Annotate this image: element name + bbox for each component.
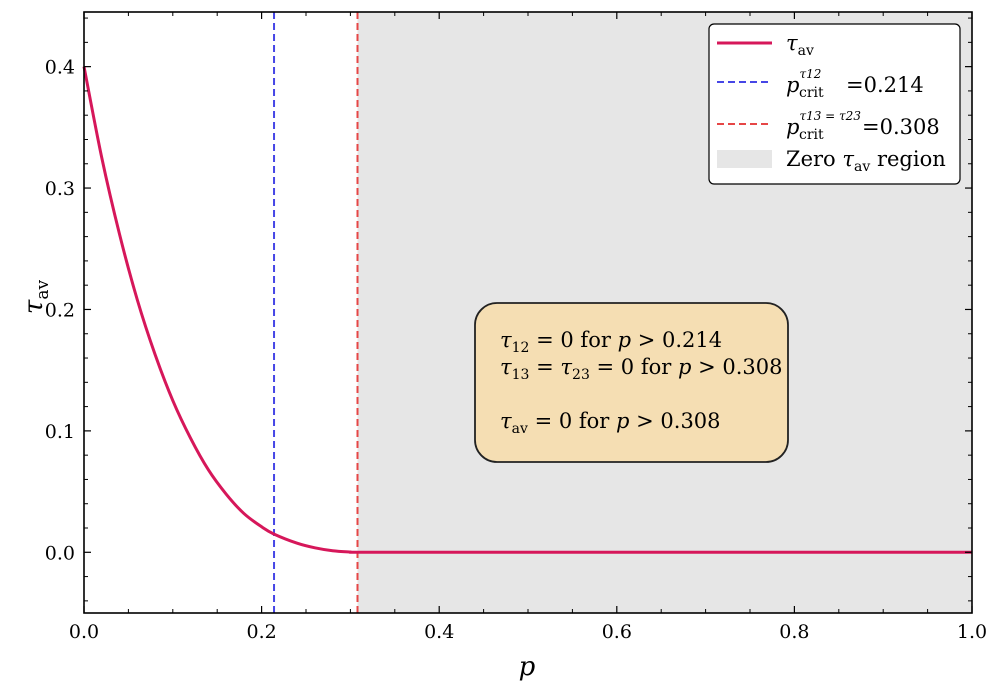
legend-label-zero-region: Zero τav region bbox=[786, 147, 946, 175]
y-axis-label-sub: av bbox=[33, 280, 53, 300]
annotation-line-2: τ13 = τ23 = 0 for p > 0.308 bbox=[500, 355, 783, 383]
x-tick-label: 0.0 bbox=[69, 621, 99, 643]
axis-ticks: 0.0 0.2 0.4 0.6 0.8 1.0 0.0 0.1 0.2 0.3 0.4 bbox=[45, 12, 987, 643]
annotation-line-1: τ12 = 0 for p > 0.214 bbox=[500, 328, 722, 356]
x-tick-label: 0.2 bbox=[246, 621, 276, 643]
legend-swatch-zero-region bbox=[717, 150, 772, 168]
annotation: τ12 = 0 for p > 0.214 τ13 = τ23 = 0 for … bbox=[474, 302, 789, 463]
legend-label-pcrit-12: pτ12 crit =0.214 bbox=[786, 67, 924, 101]
legend-label-pcrit-13-23: pτ13 = τ23 crit =0.308 bbox=[786, 109, 940, 143]
x-tick-label: 0.4 bbox=[424, 621, 454, 643]
annotation-line-3: τav = 0 for p > 0.308 bbox=[500, 409, 721, 437]
series-line-1 bbox=[82, 66, 972, 554]
x-axis-label: p bbox=[519, 652, 536, 682]
legend: τav pτ12 crit =0.214 pτ13 = τ23 crit =0.308 … bbox=[708, 23, 961, 185]
y-tick-label: 0.1 bbox=[45, 421, 75, 443]
svg-text:τav: τav bbox=[19, 280, 53, 315]
y-tick-label: 0.2 bbox=[45, 299, 75, 321]
x-tick-label: 0.8 bbox=[779, 621, 809, 643]
legend-box bbox=[708, 23, 961, 185]
y-tick-label: 0.0 bbox=[45, 542, 75, 564]
x-tick-label: 1.0 bbox=[957, 621, 987, 643]
x-tick-label: 0.6 bbox=[602, 621, 632, 643]
y-tick-label: 0.4 bbox=[45, 57, 75, 79]
legend-label-tau-av: τav bbox=[786, 31, 814, 59]
annotation-box bbox=[474, 302, 789, 463]
series-lines bbox=[82, 66, 972, 554]
y-tick-label: 0.3 bbox=[45, 178, 75, 200]
y-axis-label: τav bbox=[19, 280, 53, 315]
critical-lines bbox=[273, 12, 359, 613]
